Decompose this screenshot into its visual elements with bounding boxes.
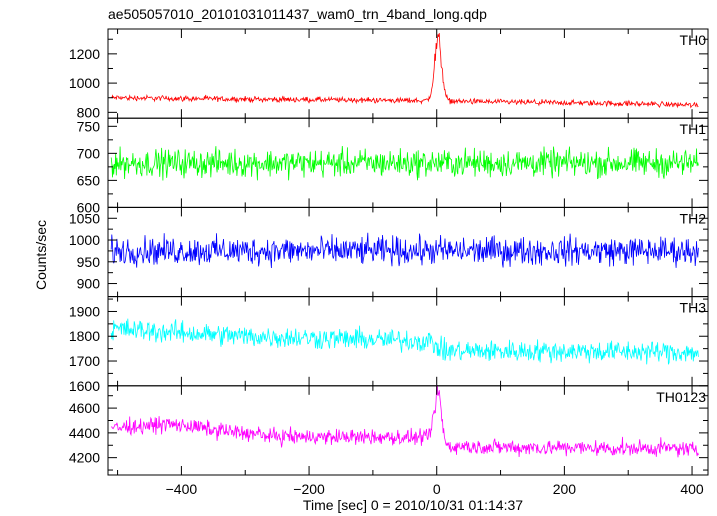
series-line-th3 xyxy=(110,318,699,365)
panel-label-th2: TH2 xyxy=(680,210,707,226)
y-tick-label: 1800 xyxy=(69,328,100,344)
x-tick-label: 0 xyxy=(433,481,441,497)
panel-label-th1: TH1 xyxy=(680,121,707,137)
series-line-th1 xyxy=(110,145,699,181)
y-tick-label: 1050 xyxy=(69,210,100,226)
y-tick-label: 800 xyxy=(77,104,101,120)
y-tick-label: 950 xyxy=(77,254,101,270)
panel-th0123: 4200 4400 4600 TH0123 xyxy=(69,384,709,476)
y-axis-label: Counts/sec xyxy=(33,220,49,290)
y-tick-label: 4600 xyxy=(69,400,100,416)
x-tick-label: 400 xyxy=(680,481,704,497)
panel-th2: 900 950 1000 1050 TH2 xyxy=(69,206,709,298)
panel-frame xyxy=(107,296,709,387)
panel-label-th0: TH0 xyxy=(680,32,707,48)
panel-frame xyxy=(107,28,709,119)
y-tick-label: 1700 xyxy=(69,353,100,369)
x-tick-label: −400 xyxy=(166,481,198,497)
x-axis-label: Time [sec] 0 = 2010/10/31 01:14:37 xyxy=(303,497,523,513)
y-tick-label: 1200 xyxy=(69,46,100,62)
y-tick-label: 1900 xyxy=(69,303,100,319)
y-tick-label: 750 xyxy=(77,118,101,134)
y-tick-label: 600 xyxy=(77,199,101,215)
panel-th0: 800 1000 1200 TH0 xyxy=(69,28,709,120)
panel-label-th3: TH3 xyxy=(680,300,707,316)
panels-group: 800 1000 1200 TH0 600 650 700 750 TH1 900 950 1000 1… xyxy=(69,28,709,497)
series-line-th2 xyxy=(110,232,699,269)
series-line-th0123 xyxy=(110,384,699,458)
panel-label-th0123: TH0123 xyxy=(656,389,706,405)
y-tick-label: 650 xyxy=(77,172,101,188)
panel-th3: 1600 1700 1800 1900 TH3 xyxy=(69,296,709,394)
y-tick-label: 1000 xyxy=(69,232,100,248)
y-tick-label: 4200 xyxy=(69,450,100,466)
x-tick-label: −200 xyxy=(293,481,325,497)
y-tick-label: 1000 xyxy=(69,75,100,91)
series-line-th0 xyxy=(111,33,699,109)
y-tick-label: 900 xyxy=(77,276,101,292)
y-tick-label: 4400 xyxy=(69,425,100,441)
x-tick-label: 200 xyxy=(553,481,577,497)
y-tick-label: 1600 xyxy=(69,378,100,394)
panel-frame xyxy=(107,385,709,476)
y-tick-label: 700 xyxy=(77,145,101,161)
panel-th1: 600 650 700 750 TH1 xyxy=(77,117,709,215)
chart-title: ae505057010_20101031011437_wam0_trn_4ban… xyxy=(108,6,487,22)
